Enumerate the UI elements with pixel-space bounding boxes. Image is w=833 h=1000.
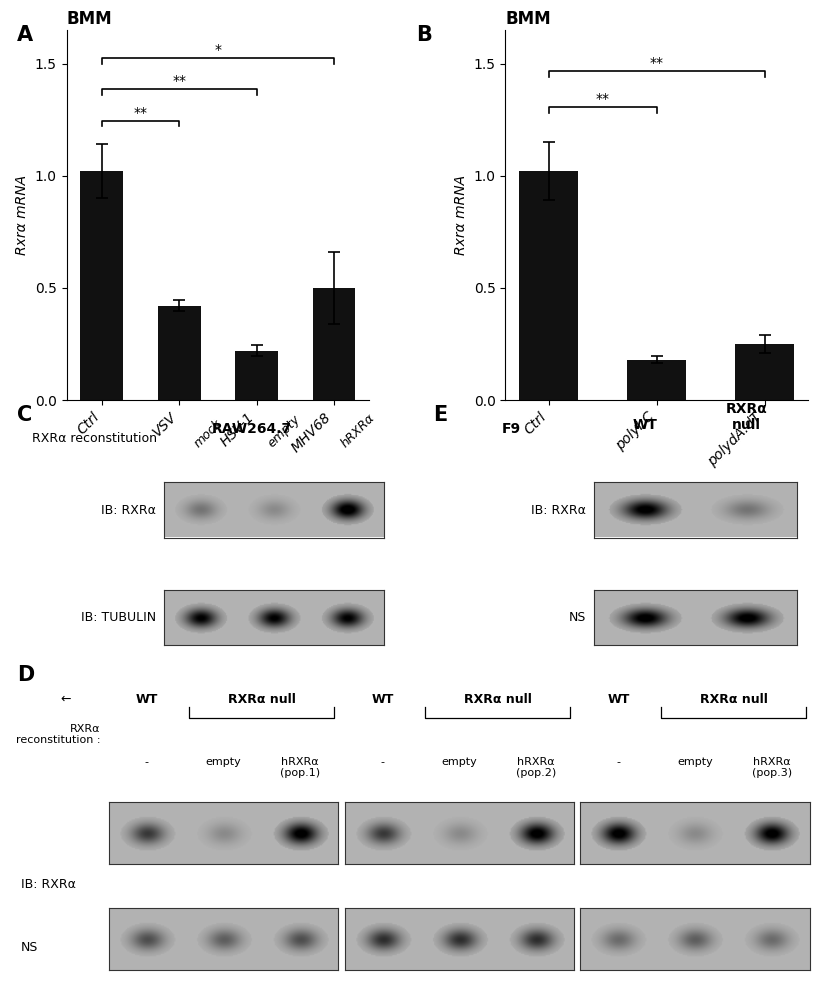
Text: RXRα reconstitution: RXRα reconstitution: [32, 432, 157, 445]
Text: E: E: [433, 405, 447, 425]
Text: NS: NS: [21, 941, 38, 954]
Text: **: **: [172, 74, 187, 88]
Text: RXRα
null: RXRα null: [726, 402, 767, 432]
Text: WT: WT: [607, 693, 630, 706]
Bar: [627, 360, 686, 400]
Bar: [236, 351, 278, 400]
Text: C: C: [17, 405, 32, 425]
Text: RXRα null: RXRα null: [464, 693, 531, 706]
Text: NS: NS: [568, 611, 586, 624]
Text: D: D: [17, 665, 34, 685]
Text: ←: ←: [61, 693, 71, 706]
Text: hRXRα: hRXRα: [338, 411, 377, 450]
Text: RAW264.7: RAW264.7: [212, 422, 292, 436]
Text: empty: empty: [441, 757, 477, 767]
Text: hRXRα
(pop.1): hRXRα (pop.1): [280, 757, 320, 778]
Bar: [519, 171, 578, 400]
Text: empty: empty: [677, 757, 713, 767]
Bar: [81, 171, 123, 400]
Text: IB: RXRα: IB: RXRα: [531, 504, 586, 516]
Text: WT: WT: [632, 418, 657, 432]
Text: IB: RXRα: IB: RXRα: [21, 878, 76, 891]
Text: empty: empty: [206, 757, 242, 767]
Text: B: B: [416, 25, 432, 45]
Text: **: **: [596, 92, 610, 106]
Text: BMM: BMM: [67, 10, 112, 28]
Text: F9: F9: [502, 422, 521, 436]
Text: RXRα null: RXRα null: [700, 693, 767, 706]
Y-axis label: Rxrα mRNA: Rxrα mRNA: [454, 175, 468, 255]
Bar: [313, 288, 356, 400]
Text: -: -: [381, 757, 385, 767]
Bar: [158, 306, 201, 400]
Text: **: **: [650, 56, 664, 70]
Text: -: -: [145, 757, 149, 767]
Text: WT: WT: [372, 693, 394, 706]
Text: BMM: BMM: [506, 10, 551, 28]
Y-axis label: Rxrα mRNA: Rxrα mRNA: [15, 175, 29, 255]
Text: -: -: [616, 757, 621, 767]
Text: RXRα
reconstitution :: RXRα reconstitution :: [16, 724, 101, 745]
Bar: [735, 344, 794, 400]
Text: IB: RXRα: IB: RXRα: [101, 504, 156, 516]
Text: A: A: [17, 25, 32, 45]
Text: WT: WT: [136, 693, 158, 706]
Text: RXRα null: RXRα null: [227, 693, 296, 706]
Text: IB: TUBULIN: IB: TUBULIN: [81, 611, 156, 624]
Text: **: **: [133, 106, 147, 120]
Text: mock: mock: [192, 417, 225, 450]
Text: empty: empty: [265, 413, 302, 450]
Text: hRXRα
(pop.3): hRXRα (pop.3): [751, 757, 791, 778]
Text: hRXRα
(pop.2): hRXRα (pop.2): [516, 757, 556, 778]
Text: *: *: [214, 43, 222, 57]
